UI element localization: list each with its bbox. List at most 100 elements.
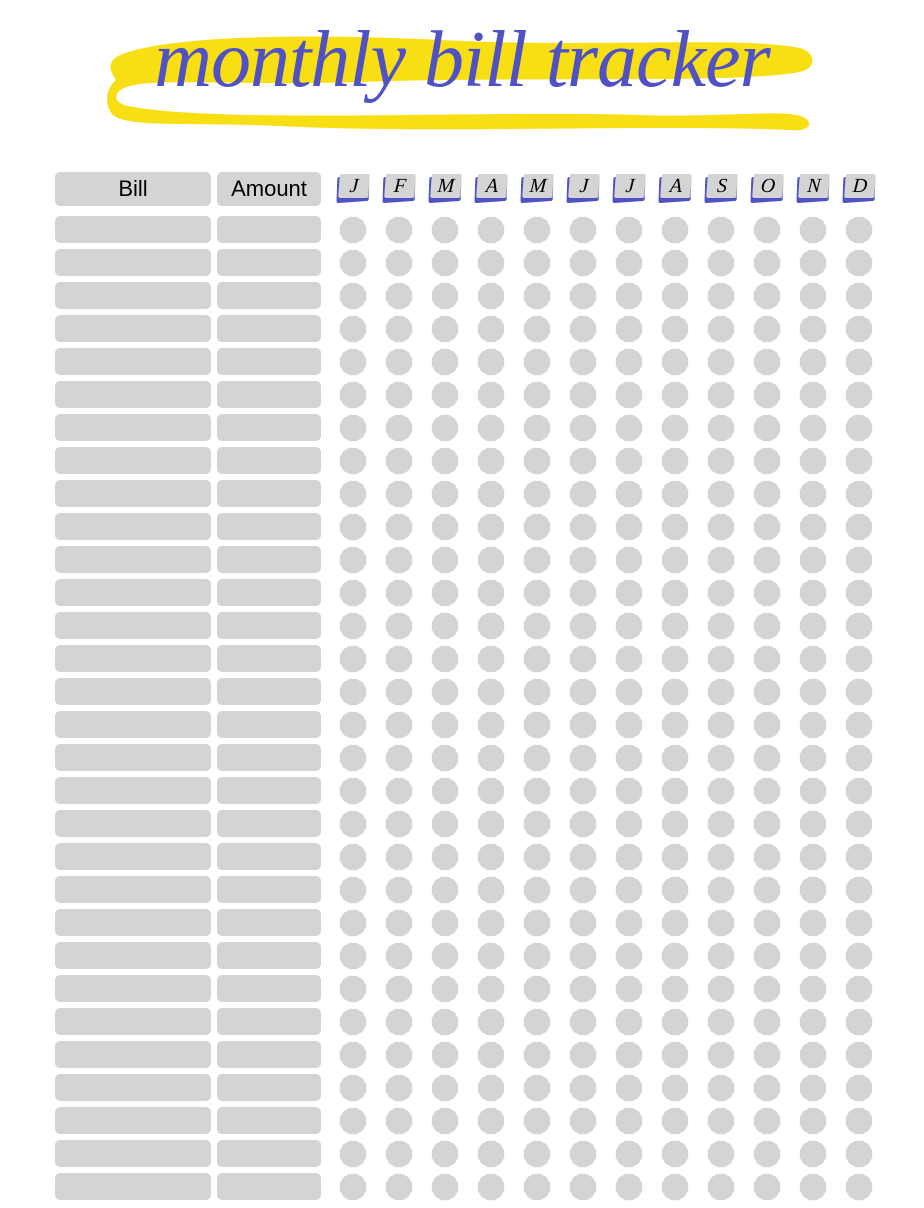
month-dot[interactable] (567, 874, 599, 906)
month-dot[interactable] (705, 313, 737, 345)
month-dot[interactable] (337, 379, 369, 411)
month-dot[interactable] (613, 445, 645, 477)
month-dot[interactable] (843, 1072, 875, 1104)
month-dot[interactable] (843, 1171, 875, 1203)
month-dot[interactable] (429, 544, 461, 576)
month-dot[interactable] (751, 445, 783, 477)
month-dot[interactable] (659, 313, 691, 345)
month-dot[interactable] (613, 544, 645, 576)
month-dot[interactable] (521, 1006, 553, 1038)
month-dot[interactable] (751, 742, 783, 774)
month-dot[interactable] (843, 808, 875, 840)
month-dot[interactable] (429, 676, 461, 708)
month-dot[interactable] (705, 1039, 737, 1071)
month-dot[interactable] (383, 1006, 415, 1038)
month-dot[interactable] (567, 1138, 599, 1170)
month-dot[interactable] (843, 940, 875, 972)
month-dot[interactable] (567, 511, 599, 543)
month-dot[interactable] (475, 1138, 507, 1170)
month-dot[interactable] (429, 214, 461, 246)
month-dot[interactable] (797, 478, 829, 510)
month-dot[interactable] (521, 1171, 553, 1203)
month-dot[interactable] (705, 907, 737, 939)
month-dot[interactable] (337, 742, 369, 774)
amount-cell[interactable] (217, 546, 321, 573)
month-dot[interactable] (337, 775, 369, 807)
month-dot[interactable] (475, 610, 507, 642)
month-dot[interactable] (567, 313, 599, 345)
month-dot[interactable] (843, 412, 875, 444)
month-dot[interactable] (797, 709, 829, 741)
month-dot[interactable] (567, 247, 599, 279)
month-dot[interactable] (613, 313, 645, 345)
amount-cell[interactable] (217, 447, 321, 474)
month-dot[interactable] (337, 544, 369, 576)
bill-cell[interactable] (55, 645, 211, 672)
month-dot[interactable] (337, 610, 369, 642)
month-dot[interactable] (613, 643, 645, 675)
month-dot[interactable] (567, 577, 599, 609)
bill-cell[interactable] (55, 975, 211, 1002)
month-dot[interactable] (429, 412, 461, 444)
month-dot[interactable] (567, 379, 599, 411)
month-dot[interactable] (429, 1072, 461, 1104)
month-dot[interactable] (843, 841, 875, 873)
month-dot[interactable] (521, 478, 553, 510)
month-dot[interactable] (567, 1105, 599, 1137)
month-dot[interactable] (751, 511, 783, 543)
month-dot[interactable] (337, 412, 369, 444)
amount-cell[interactable] (217, 1107, 321, 1134)
month-dot[interactable] (843, 379, 875, 411)
month-dot[interactable] (797, 940, 829, 972)
month-dot[interactable] (383, 742, 415, 774)
month-dot[interactable] (429, 973, 461, 1005)
amount-cell[interactable] (217, 216, 321, 243)
month-dot[interactable] (521, 544, 553, 576)
month-dot[interactable] (751, 313, 783, 345)
month-dot[interactable] (429, 610, 461, 642)
month-dot[interactable] (751, 841, 783, 873)
month-dot[interactable] (567, 1039, 599, 1071)
amount-cell[interactable] (217, 348, 321, 375)
month-dot[interactable] (751, 808, 783, 840)
month-dot[interactable] (659, 1006, 691, 1038)
month-dot[interactable] (475, 1006, 507, 1038)
month-dot[interactable] (797, 1171, 829, 1203)
month-dot[interactable] (797, 676, 829, 708)
month-dot[interactable] (659, 610, 691, 642)
month-dot[interactable] (475, 676, 507, 708)
month-dot[interactable] (567, 280, 599, 312)
month-dot[interactable] (521, 775, 553, 807)
amount-cell[interactable] (217, 876, 321, 903)
amount-cell[interactable] (217, 744, 321, 771)
amount-cell[interactable] (217, 1074, 321, 1101)
month-dot[interactable] (567, 412, 599, 444)
month-dot[interactable] (429, 445, 461, 477)
bill-cell[interactable] (55, 1008, 211, 1035)
bill-cell[interactable] (55, 1041, 211, 1068)
bill-cell[interactable] (55, 348, 211, 375)
amount-cell[interactable] (217, 249, 321, 276)
bill-cell[interactable] (55, 480, 211, 507)
month-dot[interactable] (429, 808, 461, 840)
month-dot[interactable] (337, 940, 369, 972)
month-dot[interactable] (705, 214, 737, 246)
month-dot[interactable] (429, 1171, 461, 1203)
amount-cell[interactable] (217, 513, 321, 540)
month-dot[interactable] (751, 1105, 783, 1137)
month-dot[interactable] (659, 445, 691, 477)
month-dot[interactable] (659, 280, 691, 312)
month-dot[interactable] (475, 1072, 507, 1104)
month-dot[interactable] (705, 280, 737, 312)
month-dot[interactable] (475, 973, 507, 1005)
month-dot[interactable] (429, 841, 461, 873)
month-dot[interactable] (613, 742, 645, 774)
month-dot[interactable] (843, 313, 875, 345)
month-dot[interactable] (567, 544, 599, 576)
month-dot[interactable] (567, 1006, 599, 1038)
month-dot[interactable] (429, 478, 461, 510)
bill-cell[interactable] (55, 612, 211, 639)
month-dot[interactable] (567, 841, 599, 873)
month-dot[interactable] (383, 577, 415, 609)
month-dot[interactable] (521, 379, 553, 411)
